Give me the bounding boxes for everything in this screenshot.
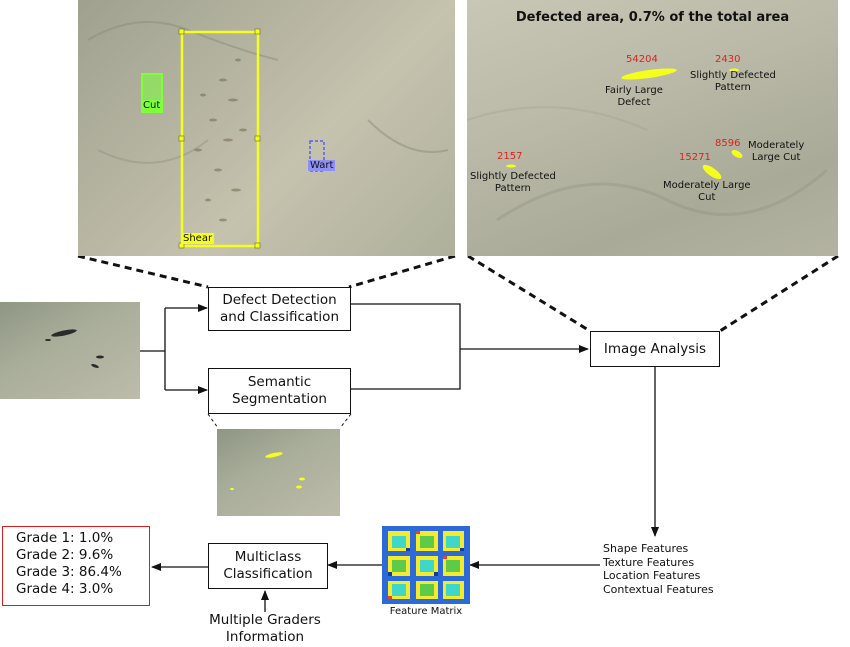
grade-item: Grade 2: 9.6%: [16, 547, 114, 563]
region-value: 2157: [497, 151, 523, 162]
seg-dashes: [207, 413, 352, 429]
region-label: Slightly Defected Pattern: [690, 70, 776, 93]
region-value: 15271: [679, 152, 711, 163]
analysis-overlay: [467, 68, 828, 222]
defect-blob-large: [621, 68, 677, 80]
region-label: Slightly Defected Pattern: [470, 171, 556, 194]
feature-item: Contextual Features: [603, 582, 714, 596]
detection-overlay: [87, 21, 449, 249]
feature-item: Shape Features: [603, 542, 689, 555]
analysis-title: Defected area, 0.7% of the total area: [515, 10, 790, 25]
wart-tag: Wart: [308, 160, 336, 171]
zoom-dash-right-outer: [467, 254, 591, 333]
wart-box: [309, 140, 325, 172]
semantic-segmentation-box: Semantic Segmentation: [208, 368, 351, 414]
region-label: Moderately Large Cut: [663, 180, 751, 203]
feature-list: Shape Features Texture Features Location…: [603, 542, 714, 596]
defect-detection-box: Defect Detection and Classification: [208, 287, 351, 331]
feature-item: Location Features: [603, 569, 701, 582]
region-value: 2430: [715, 54, 741, 65]
zoom-dash-left-outer: [77, 254, 209, 289]
graders-info: Multiple Graders Information: [209, 612, 321, 645]
segmentation-photo: [217, 429, 340, 516]
analysis-photo: Defected area, 0.7% of the total area 54…: [467, 0, 838, 256]
grade-item: Grade 1: 1.0%: [16, 530, 114, 546]
feature-matrix-label: Feature Matrix: [389, 606, 463, 617]
multiclass-classification-box: Multiclass Classification: [208, 543, 328, 589]
shear-box: [180, 30, 260, 248]
feature-matrix-heatmap: [382, 526, 470, 604]
zoom-dashes: [77, 254, 839, 333]
detection-to-analysis: [351, 303, 461, 349]
region-label: Fairly Large Defect: [605, 85, 663, 108]
detection-photo: Cut Shear Wart: [78, 0, 455, 256]
region-value: 54204: [626, 54, 658, 65]
input-photo: [0, 302, 140, 399]
grade-item: Grade 3: 86.4%: [16, 564, 122, 580]
image-analysis-box: Image Analysis: [590, 331, 720, 367]
cut-tag: Cut: [141, 100, 163, 111]
zoom-dash-left-inner: [348, 254, 456, 289]
feature-item: Texture Features: [603, 555, 695, 569]
region-value: 8596: [715, 138, 741, 149]
grades-box: Grade 1: 1.0% Grade 2: 9.6% Grade 3: 86.…: [2, 526, 150, 606]
shear-tag: Shear: [181, 233, 215, 244]
region-label: Moderately Large Cut: [748, 140, 805, 163]
zoom-dash-right-inner: [719, 254, 839, 333]
grade-item: Grade 4: 3.0%: [16, 581, 114, 597]
